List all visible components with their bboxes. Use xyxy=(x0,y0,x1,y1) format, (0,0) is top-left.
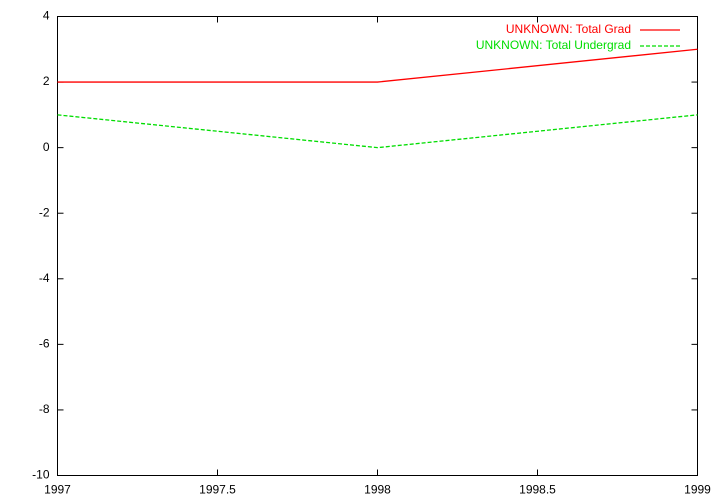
y-tick-label: -8 xyxy=(39,402,50,416)
x-tick-label: 1997.5 xyxy=(199,483,236,497)
series-line xyxy=(57,114,698,149)
y-tick-label: -6 xyxy=(39,337,50,351)
legend-label: UNKNOWN: Total Undergrad xyxy=(476,38,631,52)
y-tick-label: 4 xyxy=(43,9,50,23)
y-tick-label: 0 xyxy=(43,140,50,154)
y-tick-label: -2 xyxy=(39,205,50,219)
x-tick-label: 1998 xyxy=(364,483,391,497)
legend-label: UNKNOWN: Total Grad xyxy=(506,22,631,36)
series-line xyxy=(57,48,698,83)
y-tick-label: 2 xyxy=(43,74,50,88)
x-tick-label: 1999 xyxy=(684,483,711,497)
x-tick-label: 1997 xyxy=(44,483,71,497)
y-tick-label: -4 xyxy=(39,271,50,285)
x-tick-label: 1998.5 xyxy=(519,483,556,497)
plot-frame xyxy=(57,16,698,476)
y-tick-label: -10 xyxy=(32,468,50,482)
